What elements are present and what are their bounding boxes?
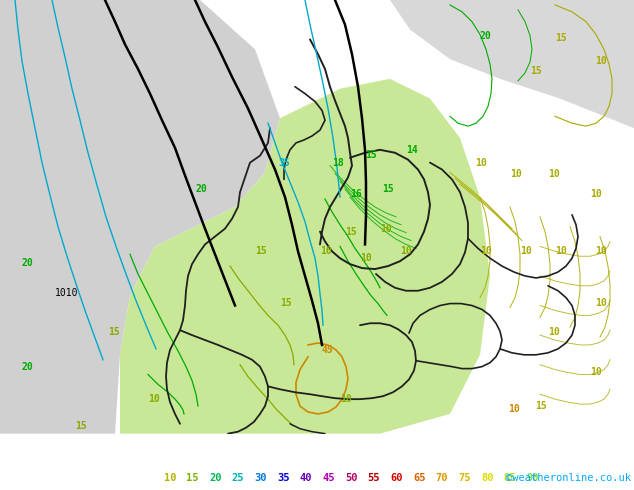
Text: Isotachs 10m (km/h): Isotachs 10m (km/h) — [3, 472, 122, 483]
Text: 15: 15 — [186, 472, 199, 483]
Text: Mo 13-05-2024 06:00 UTC (00+78): Mo 13-05-2024 06:00 UTC (00+78) — [422, 443, 631, 453]
Text: 65: 65 — [413, 472, 425, 483]
Text: 20: 20 — [209, 472, 221, 483]
Text: 10: 10 — [520, 246, 532, 256]
Text: 35: 35 — [278, 158, 290, 168]
Text: 10: 10 — [555, 246, 567, 256]
Text: 60: 60 — [391, 472, 403, 483]
Text: 10: 10 — [548, 170, 560, 179]
Text: 90: 90 — [526, 472, 539, 483]
Text: 10: 10 — [320, 246, 332, 256]
Text: 20: 20 — [22, 258, 34, 268]
Text: 10: 10 — [508, 404, 520, 414]
Text: Surface pressure [hPa] ECMWF: Surface pressure [hPa] ECMWF — [3, 443, 192, 453]
Polygon shape — [120, 79, 490, 434]
Text: 50: 50 — [345, 472, 358, 483]
Text: 55: 55 — [368, 472, 380, 483]
Text: 1010: 1010 — [55, 288, 79, 297]
Text: 70: 70 — [436, 472, 448, 483]
Text: 15: 15 — [535, 401, 547, 411]
Text: 15: 15 — [280, 297, 292, 308]
Text: 10: 10 — [595, 56, 607, 66]
Text: 15: 15 — [382, 184, 394, 194]
Text: 10: 10 — [595, 297, 607, 308]
Text: 15: 15 — [555, 33, 567, 44]
Text: 20: 20 — [22, 362, 34, 371]
Text: 80: 80 — [481, 472, 493, 483]
Text: 16: 16 — [350, 189, 362, 199]
Text: 15: 15 — [530, 66, 541, 76]
Text: 85: 85 — [503, 472, 516, 483]
Text: ©weatheronline.co.uk: ©weatheronline.co.uk — [506, 472, 631, 483]
Text: 10: 10 — [164, 472, 176, 483]
Text: 40: 40 — [300, 472, 312, 483]
Text: 15: 15 — [255, 246, 267, 256]
Text: 30: 30 — [254, 472, 267, 483]
Text: 45: 45 — [322, 472, 335, 483]
Text: 10: 10 — [590, 367, 602, 376]
Text: 10: 10 — [148, 394, 160, 404]
Text: 75: 75 — [458, 472, 471, 483]
Text: 10: 10 — [480, 246, 492, 256]
Polygon shape — [390, 0, 634, 128]
Text: 18: 18 — [332, 158, 344, 168]
Text: 10: 10 — [400, 246, 411, 256]
Text: 15: 15 — [108, 327, 120, 337]
Text: 10: 10 — [590, 189, 602, 199]
Text: 20: 20 — [195, 184, 207, 194]
Text: 10: 10 — [360, 253, 372, 263]
Text: 10: 10 — [340, 394, 352, 404]
Text: 35: 35 — [277, 472, 290, 483]
Text: 15: 15 — [75, 421, 87, 431]
Text: 10: 10 — [475, 158, 487, 168]
Text: 20: 20 — [480, 31, 492, 42]
Text: 25: 25 — [231, 472, 244, 483]
Text: 10: 10 — [380, 223, 392, 234]
Text: 15: 15 — [345, 226, 357, 237]
Text: 14: 14 — [406, 145, 418, 155]
Polygon shape — [0, 0, 280, 434]
Text: 45: 45 — [322, 345, 333, 355]
Text: 10: 10 — [510, 170, 522, 179]
Text: 10: 10 — [548, 327, 560, 337]
Text: 10: 10 — [595, 246, 607, 256]
Text: 15: 15 — [365, 149, 377, 160]
